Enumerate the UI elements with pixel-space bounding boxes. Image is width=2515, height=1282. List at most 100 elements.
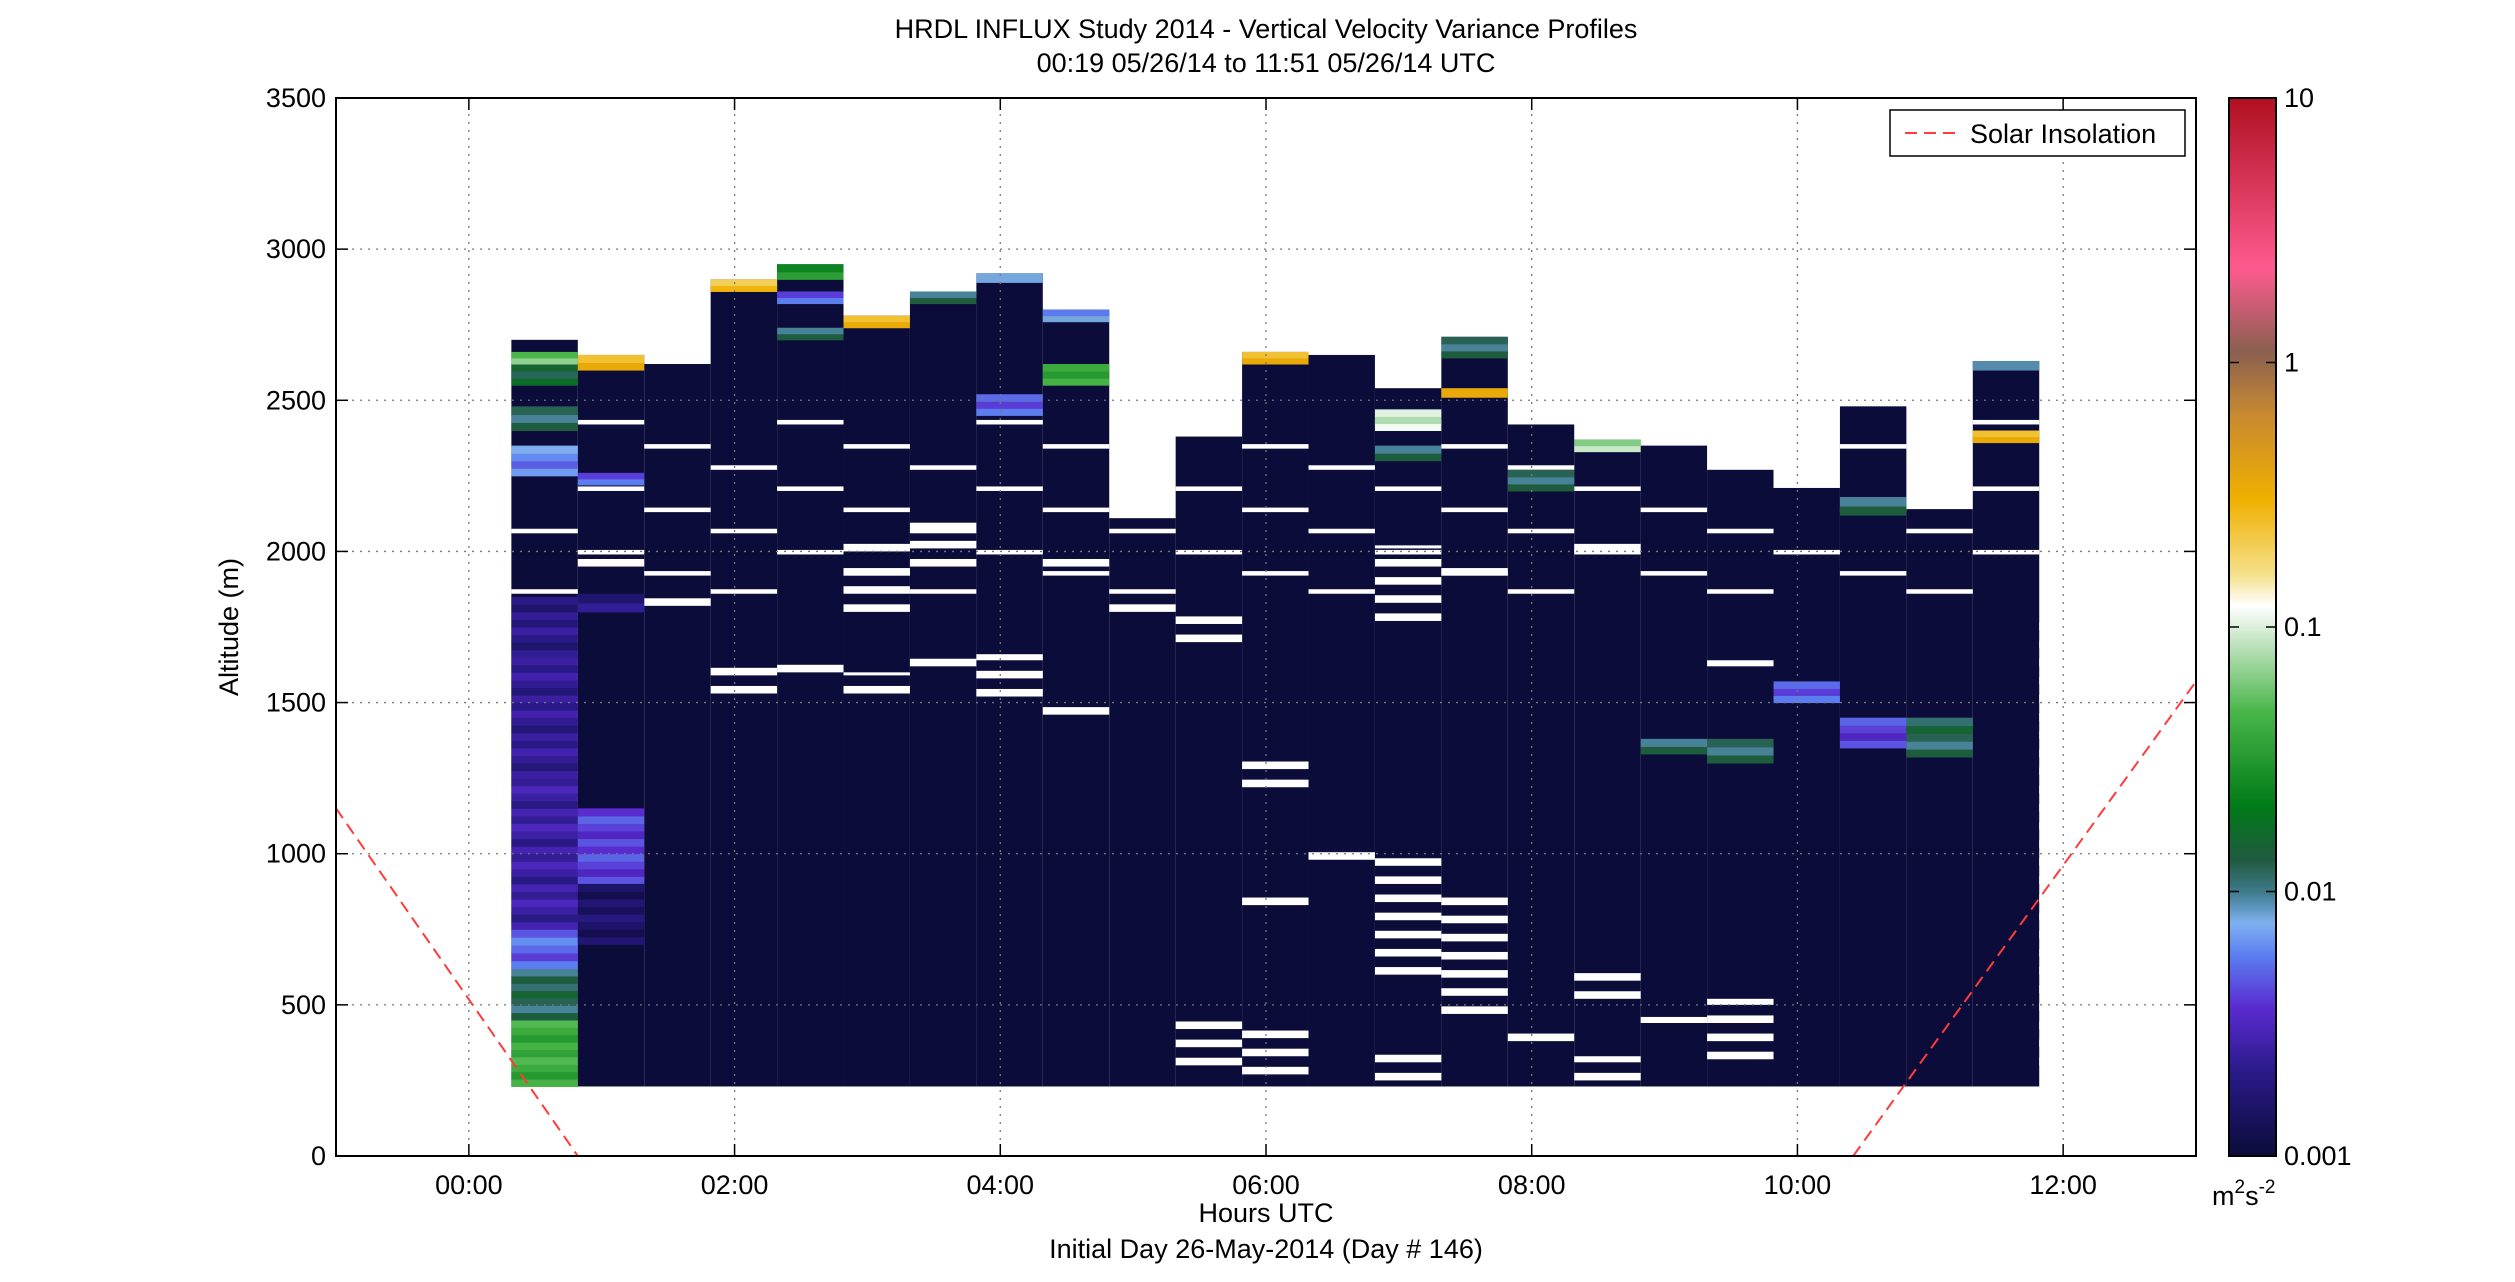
data-gap-stripe xyxy=(1175,486,1243,491)
data-gap-bar xyxy=(1042,707,1110,715)
data-gap-bar xyxy=(1574,1072,1641,1081)
data-gap-bar xyxy=(976,688,1043,697)
variance-cell xyxy=(1374,423,1442,432)
data-gap-bar xyxy=(1707,1015,1774,1023)
data-gap-stripe xyxy=(777,486,844,491)
variance-cell xyxy=(777,291,844,299)
variance-cell xyxy=(1507,476,1575,485)
variance-cell xyxy=(843,315,910,323)
x-tick-label: 12:00 xyxy=(2029,1170,2097,1200)
variance-cell xyxy=(1906,725,1973,734)
data-gap-bar xyxy=(2039,985,2106,993)
variance-cell xyxy=(1773,688,1840,697)
variance-cell xyxy=(511,1005,578,1014)
variance-cell xyxy=(1042,315,1110,323)
variance-cell xyxy=(1773,695,1840,704)
variance-cell xyxy=(511,755,578,764)
chart-subtitle: 00:19 05/26/14 to 11:51 05/26/14 UTC xyxy=(1037,48,1496,78)
variance-cell xyxy=(1906,717,1973,727)
variance-cell xyxy=(1574,445,1641,453)
profile-column xyxy=(1640,445,1708,1087)
variance-cell xyxy=(1374,453,1442,462)
data-gap-bar xyxy=(2039,695,2106,703)
data-gap-bar xyxy=(1175,1021,1243,1030)
data-gap-stripe xyxy=(976,549,1043,555)
variance-cell xyxy=(1839,740,1907,749)
data-gap-bar xyxy=(1707,1051,1774,1060)
variance-cell xyxy=(511,1042,578,1051)
variance-cell xyxy=(511,1049,578,1058)
data-gap-bar xyxy=(1242,897,1309,906)
variance-cell xyxy=(511,868,578,877)
data-gap-stripe xyxy=(511,589,578,594)
variance-cell xyxy=(777,271,844,280)
data-gap-bar xyxy=(1707,660,1774,667)
data-gap-stripe xyxy=(1042,507,1110,513)
variance-cell xyxy=(511,414,578,423)
x-tick-label: 02:00 xyxy=(701,1170,769,1200)
solar-insolation-line xyxy=(336,680,2196,1156)
y-tick-label: 0 xyxy=(311,1141,326,1171)
data-gap-bar xyxy=(843,586,910,594)
variance-cell xyxy=(511,891,578,900)
variance-cell xyxy=(511,846,578,855)
data-gap-stripe xyxy=(843,507,910,513)
variance-cell xyxy=(1972,430,2040,438)
variance-cell xyxy=(511,1019,578,1028)
data-gap-bar xyxy=(1175,1057,1243,1066)
variance-cell xyxy=(577,362,645,371)
variance-cell xyxy=(577,906,645,915)
data-gap-bar xyxy=(1042,558,1110,567)
data-gap-stripe xyxy=(1308,589,1375,594)
data-gap-stripe xyxy=(843,444,910,449)
variance-cell xyxy=(511,664,578,673)
profile-column xyxy=(909,294,977,1087)
variance-cell xyxy=(511,960,578,970)
data-gap-bar xyxy=(1374,577,1442,585)
variance-cell xyxy=(1042,371,1110,379)
data-gap-stripe xyxy=(1773,549,1840,555)
variance-cell xyxy=(511,672,578,681)
y-tick-label: 500 xyxy=(281,990,326,1020)
profile-column xyxy=(777,264,844,1087)
data-gap-bar xyxy=(1441,915,1508,924)
data-gap-bar xyxy=(710,667,778,676)
data-gap xyxy=(1707,999,1773,1059)
variance-cell xyxy=(1507,483,1575,492)
data-gap-bar xyxy=(1374,912,1442,921)
data-gap-bar xyxy=(2039,785,2106,794)
data-gap-bar xyxy=(976,670,1043,679)
variance-cell xyxy=(1441,336,1508,345)
data-gap-bar xyxy=(2039,821,2106,830)
variance-cell xyxy=(511,642,578,651)
variance-cell xyxy=(511,468,578,477)
variance-cell xyxy=(1374,445,1442,454)
profile-column xyxy=(1374,388,1442,1087)
profile-column xyxy=(1906,509,1973,1087)
data-gap-bar xyxy=(2039,1039,2106,1048)
colorbar-tick-label: 0.001 xyxy=(2284,1141,2352,1171)
variance-cell xyxy=(577,853,645,862)
variance-cell xyxy=(777,297,844,305)
y-tick-label: 3000 xyxy=(266,234,326,264)
variance-cell xyxy=(511,740,578,749)
data-gap-bar xyxy=(843,685,910,694)
variance-cell xyxy=(1839,732,1907,741)
variance-cell xyxy=(577,861,645,870)
variance-cell xyxy=(976,401,1043,409)
data-gap-bar xyxy=(1441,1006,1508,1014)
variance-cell xyxy=(710,285,778,292)
colorbar-ticks: 0.001 0.01 0.1 1 10 xyxy=(2229,83,2352,1171)
data-gap-bar xyxy=(1175,1039,1243,1048)
data-gap-bar xyxy=(1374,876,1442,884)
profile-column xyxy=(1042,309,1110,1087)
variance-cell xyxy=(511,371,578,379)
variance-cell xyxy=(511,968,578,977)
variance-cell xyxy=(511,702,578,711)
data-gap-bar xyxy=(1374,930,1442,939)
data-gap-bar xyxy=(1574,973,1641,981)
colorbar: 0.001 0.01 0.1 1 10 m2s-2 xyxy=(2212,83,2352,1211)
variance-cell xyxy=(511,952,578,962)
variance-cell xyxy=(511,445,578,454)
variance-cell xyxy=(1374,416,1442,424)
